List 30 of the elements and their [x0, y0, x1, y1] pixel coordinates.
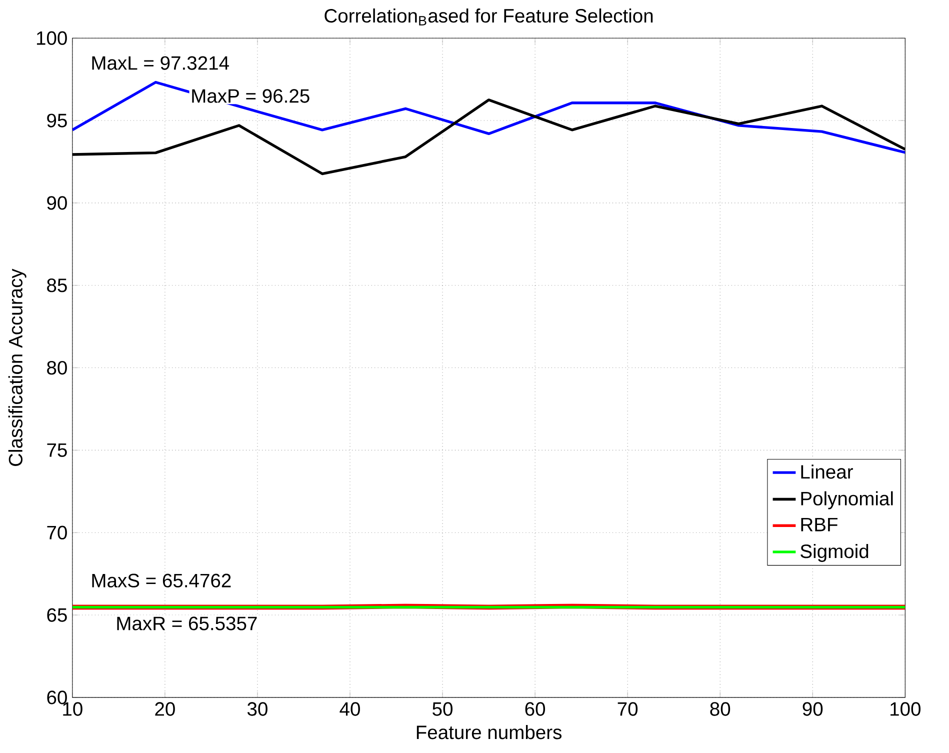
annotation: MaxR = 65.5357: [117, 616, 257, 630]
annotation: MaxP = 96.25: [192, 89, 310, 103]
x-tick-label: 100: [890, 702, 920, 716]
annotation: MaxS = 65.4762: [92, 574, 231, 588]
legend-label: Linear: [801, 464, 853, 479]
y-axis-title: Classification Accuracy: [8, 268, 26, 466]
x-tick-label: 60: [525, 702, 546, 716]
x-axis-title: Feature numbers: [416, 725, 562, 740]
legend-label: Sigmoid: [800, 544, 868, 562]
x-tick-label: 70: [618, 702, 638, 716]
y-tick-label: 75: [47, 444, 67, 458]
y-tick-label: 95: [47, 114, 67, 128]
x-tick-label: 20: [155, 702, 175, 716]
chart-title: Correlation$_{B}$ased for Feature Selection: [324, 8, 653, 26]
legend-label: Polynomial: [801, 491, 893, 510]
x-tick-label: 30: [247, 702, 268, 716]
y-tick-label: 65: [47, 608, 67, 622]
x-tick-label: 40: [340, 702, 360, 716]
y-tick-label: 90: [47, 196, 67, 210]
y-tick-label: 60: [47, 690, 67, 704]
y-tick-label: 70: [47, 526, 67, 540]
annotation: MaxL = 97.3214: [92, 56, 229, 70]
x-tick-label: 50: [432, 702, 453, 716]
x-tick-label: 80: [710, 702, 730, 716]
y-tick-label: 80: [47, 361, 67, 375]
x-tick-label: 10: [63, 702, 82, 716]
legend-label: RBF: [801, 518, 838, 532]
y-tick-label: 100: [36, 31, 67, 46]
y-tick-label: 85: [47, 278, 67, 292]
x-tick-label: 90: [802, 702, 823, 716]
